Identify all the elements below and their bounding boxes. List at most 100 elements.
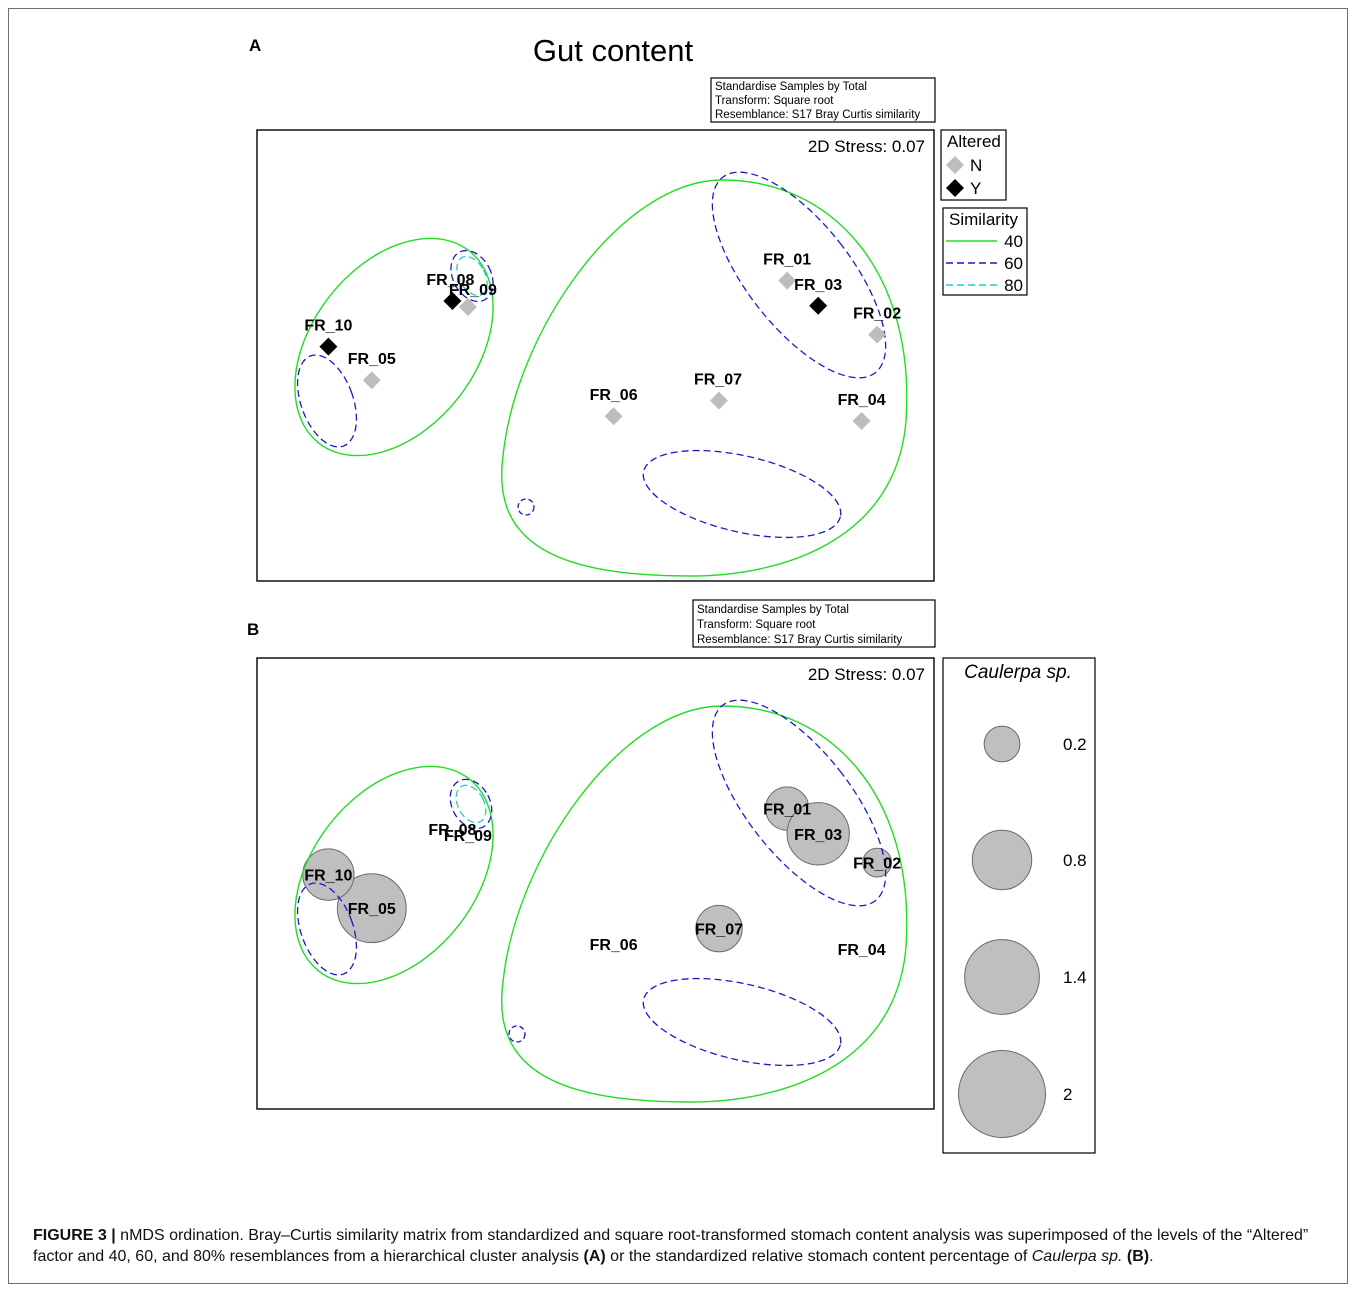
- cluster-60-fr05-fr10: [296, 882, 358, 976]
- cluster-40-right: [501, 705, 908, 1103]
- panel-a: A Gut content Standardise Samples by Tot…: [249, 33, 1028, 582]
- bubble-label-fr-06: FR_06: [590, 937, 638, 954]
- panel-b-bubbles: [302, 786, 892, 953]
- bubble-label-fr-10: FR_10: [304, 868, 352, 885]
- caption-ref-a: (A): [583, 1248, 606, 1265]
- point-marker-fr-05: [362, 371, 381, 390]
- caption-text-1: nMDS ordination. Bray–Curtis similarity …: [33, 1227, 1309, 1265]
- point-marker-fr-03: [809, 296, 828, 315]
- figure-caption: FIGURE 3 | nMDS ordination. Bray–Curtis …: [33, 1225, 1333, 1267]
- legend-similarity-60-label: 60: [1004, 254, 1023, 273]
- panel-b-stress: 2D Stress: 0.07: [808, 665, 925, 684]
- cluster-60-fr08-fr09: [450, 249, 494, 303]
- legend-caulerpa-title: Caulerpa sp.: [964, 662, 1072, 683]
- bubble-label-fr-09: FR_09: [444, 828, 492, 845]
- point-marker-fr-06: [604, 407, 623, 426]
- cluster-40-right: [501, 179, 908, 577]
- legend-altered-title: Altered: [947, 132, 1001, 151]
- legend-bubble-label-0-8: 0.8: [1063, 851, 1087, 870]
- caption-label: FIGURE 3 |: [33, 1227, 116, 1244]
- legend-altered-y-label: Y: [970, 179, 981, 198]
- panel-a-stress: 2D Stress: 0.07: [808, 137, 925, 156]
- cluster-60-fr01-fr02-fr03: [711, 171, 887, 379]
- bubble-label-fr-05: FR_05: [348, 901, 396, 918]
- figure-svg: A Gut content Standardise Samples by Tot…: [247, 33, 1096, 1154]
- bubble-label-fr-04: FR_04: [838, 942, 886, 959]
- legend-similarity-frame: [942, 207, 1028, 296]
- panel-b-info-line-2: Transform: Square root: [697, 619, 816, 631]
- cluster-60-fr04-fr07: [642, 449, 842, 539]
- point-label-fr-10: FR_10: [304, 318, 352, 335]
- cluster-60-fr01-fr02-fr03: [711, 699, 887, 907]
- legend-similarity-40-label: 40: [1004, 232, 1023, 251]
- caption-text-2: or the standardized relative stomach con…: [605, 1248, 1032, 1265]
- panel-a-info-line-2: Transform: Square root: [715, 95, 834, 107]
- legend-bubble-0-8: [971, 829, 1033, 891]
- cluster-60-fr04-fr07: [642, 977, 842, 1067]
- legend-bubble-1-4: [964, 939, 1040, 1015]
- legend-altered-n-label: N: [970, 156, 982, 175]
- panel-b-info-line-3: Resemblance: S17 Bray Curtis similarity: [697, 634, 902, 646]
- point-marker-fr-02: [868, 325, 887, 344]
- cluster-80-fr08-fr09: [455, 784, 487, 824]
- legend-bubble-2: [958, 1050, 1046, 1138]
- bubble-fr-03: [786, 802, 850, 866]
- panel-b-info-line-1: Standardise Samples by Total: [697, 604, 849, 616]
- panel-b: B Standardise Samples by Total Transform…: [247, 599, 1096, 1154]
- bubble-fr-10: [302, 848, 355, 901]
- panel-b-cluster-outlines: [294, 699, 908, 1103]
- legend-altered-n-marker: [946, 156, 964, 174]
- panel-b-plot-frame: [256, 657, 935, 1110]
- point-label-fr-06: FR_06: [590, 387, 638, 404]
- bubble-label-fr-01: FR_01: [763, 802, 811, 819]
- cluster-60-fr06: [517, 498, 535, 516]
- cluster-80-fr08-fr09: [456, 255, 488, 297]
- panel-a-points: FR_01 FR_02 FR_03 FR_04 FR_05 FR_06 FR_07 FR_08…: [304, 252, 901, 430]
- point-label-fr-03: FR_03: [794, 277, 842, 294]
- figure-frame: A Gut content Standardise Samples by Tot…: [8, 8, 1348, 1284]
- point-marker-fr-07: [710, 391, 728, 410]
- cluster-60-fr05-fr10: [296, 354, 358, 448]
- legend-altered-y-marker: [946, 179, 964, 197]
- point-label-fr-08: FR_08: [426, 272, 474, 289]
- panel-b-letter: B: [247, 620, 259, 639]
- point-label-fr-04: FR_04: [838, 392, 886, 409]
- point-marker-fr-09: [458, 298, 477, 316]
- panel-a-info-line-1: Standardise Samples by Total: [715, 81, 867, 93]
- panel-b-labels: FR_01 FR_02 FR_03 FR_04 FR_05 FR_06 FR_07 FR_08…: [304, 802, 901, 959]
- point-label-fr-05: FR_05: [348, 351, 396, 368]
- legend-similarity-80-label: 80: [1004, 276, 1023, 295]
- cluster-40-left: [294, 237, 494, 457]
- cluster-40-left: [294, 765, 494, 985]
- panel-a-plot-frame: [256, 129, 935, 582]
- caption-ref-b: (B): [1126, 1248, 1150, 1265]
- cluster-60-fr08-fr09: [449, 778, 493, 830]
- bubble-fr-02: [862, 847, 892, 878]
- legend-bubble-label-2: 2: [1063, 1085, 1072, 1104]
- caption-text-4: .: [1149, 1248, 1154, 1265]
- panel-a-letter: A: [249, 36, 261, 55]
- bubble-fr-07: [695, 904, 743, 953]
- bubble-label-fr-02: FR_02: [853, 856, 901, 873]
- bubble-label-fr-07: FR_07: [695, 922, 743, 939]
- legend-bubble-0-2: [983, 725, 1021, 763]
- caption-species: Caulerpa sp.: [1031, 1248, 1123, 1265]
- bubble-label-fr-08: FR_08: [428, 822, 476, 839]
- legend-caulerpa-items: 0.2 0.8 1.4 2: [958, 725, 1087, 1138]
- point-label-fr-02: FR_02: [853, 306, 901, 323]
- point-label-fr-01: FR_01: [763, 252, 811, 269]
- cluster-60-fr06: [508, 1025, 526, 1043]
- panel-a-info-box: [710, 77, 936, 123]
- legend-similarity-title: Similarity: [949, 210, 1018, 229]
- bubble-label-fr-03: FR_03: [794, 827, 842, 844]
- point-marker-fr-04: [852, 412, 871, 430]
- panel-b-info-box: [692, 599, 936, 648]
- panel-a-info-line-3: Resemblance: S17 Bray Curtis similarity: [715, 109, 920, 121]
- point-marker-fr-01: [778, 271, 797, 290]
- panel-a-title: Gut content: [533, 33, 694, 68]
- point-label-fr-09: FR_09: [449, 282, 497, 299]
- legend-bubble-label-1-4: 1.4: [1063, 968, 1087, 987]
- point-marker-fr-10: [319, 337, 338, 356]
- legend-bubble-label-0-2: 0.2: [1063, 735, 1087, 754]
- point-marker-fr-08: [443, 292, 462, 310]
